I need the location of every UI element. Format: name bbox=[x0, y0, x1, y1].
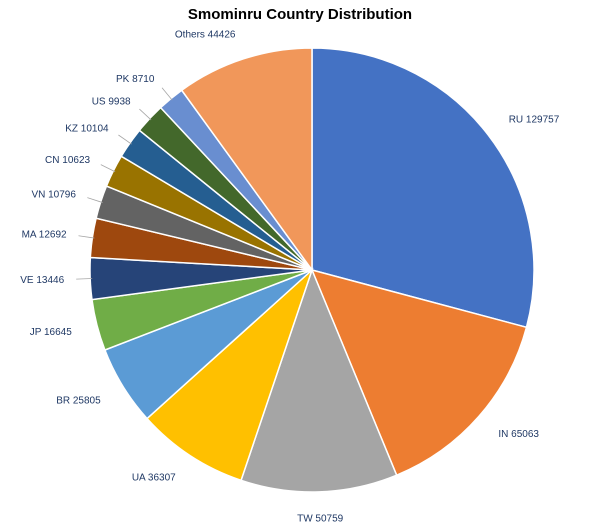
leader-line-vn bbox=[87, 197, 103, 203]
slice-labels: RU 129757 IN 65063 TW 50759 UA 36307 BR 2580… bbox=[20, 30, 559, 525]
slice-label-tw: TW 50759 bbox=[297, 513, 344, 524]
slice-label-others: Others 44426 bbox=[175, 30, 236, 41]
slice-label-kz: KZ 10104 bbox=[65, 124, 109, 135]
slice-label-ru: RU 129757 bbox=[509, 114, 560, 125]
slice-label-us: US 9938 bbox=[92, 96, 131, 107]
slice-label-cn: CN 10623 bbox=[45, 155, 90, 166]
leader-line-ma bbox=[78, 235, 95, 239]
slice-label-br: BR 25805 bbox=[56, 395, 101, 406]
leader-line-pk bbox=[161, 87, 173, 101]
slice-label-ua: UA 36307 bbox=[132, 473, 176, 484]
slice-label-ve: VE 13446 bbox=[20, 275, 64, 286]
chart-title: Smominru Country Distribution bbox=[187, 6, 413, 23]
leader-line-cn bbox=[100, 164, 116, 173]
pie-slice-ua bbox=[145, 267, 314, 482]
pie-slice-in bbox=[310, 268, 528, 477]
label-leader-lines bbox=[76, 87, 173, 280]
pie-slice-others bbox=[180, 47, 313, 273]
pie-slice-tw bbox=[240, 267, 398, 493]
slice-label-jp: JP 16645 bbox=[30, 327, 73, 338]
leader-line-ve bbox=[76, 278, 93, 280]
slice-label-vn: VN 10796 bbox=[31, 189, 76, 200]
leader-line-us bbox=[139, 108, 152, 121]
slice-label-in: IN 65063 bbox=[498, 429, 539, 440]
slice-label-ma: MA 12692 bbox=[22, 229, 67, 240]
pie-slices bbox=[89, 47, 535, 493]
slice-label-pk: PK 8710 bbox=[116, 74, 155, 85]
pie-slice-ru bbox=[311, 47, 535, 329]
leader-line-kz bbox=[118, 134, 132, 145]
